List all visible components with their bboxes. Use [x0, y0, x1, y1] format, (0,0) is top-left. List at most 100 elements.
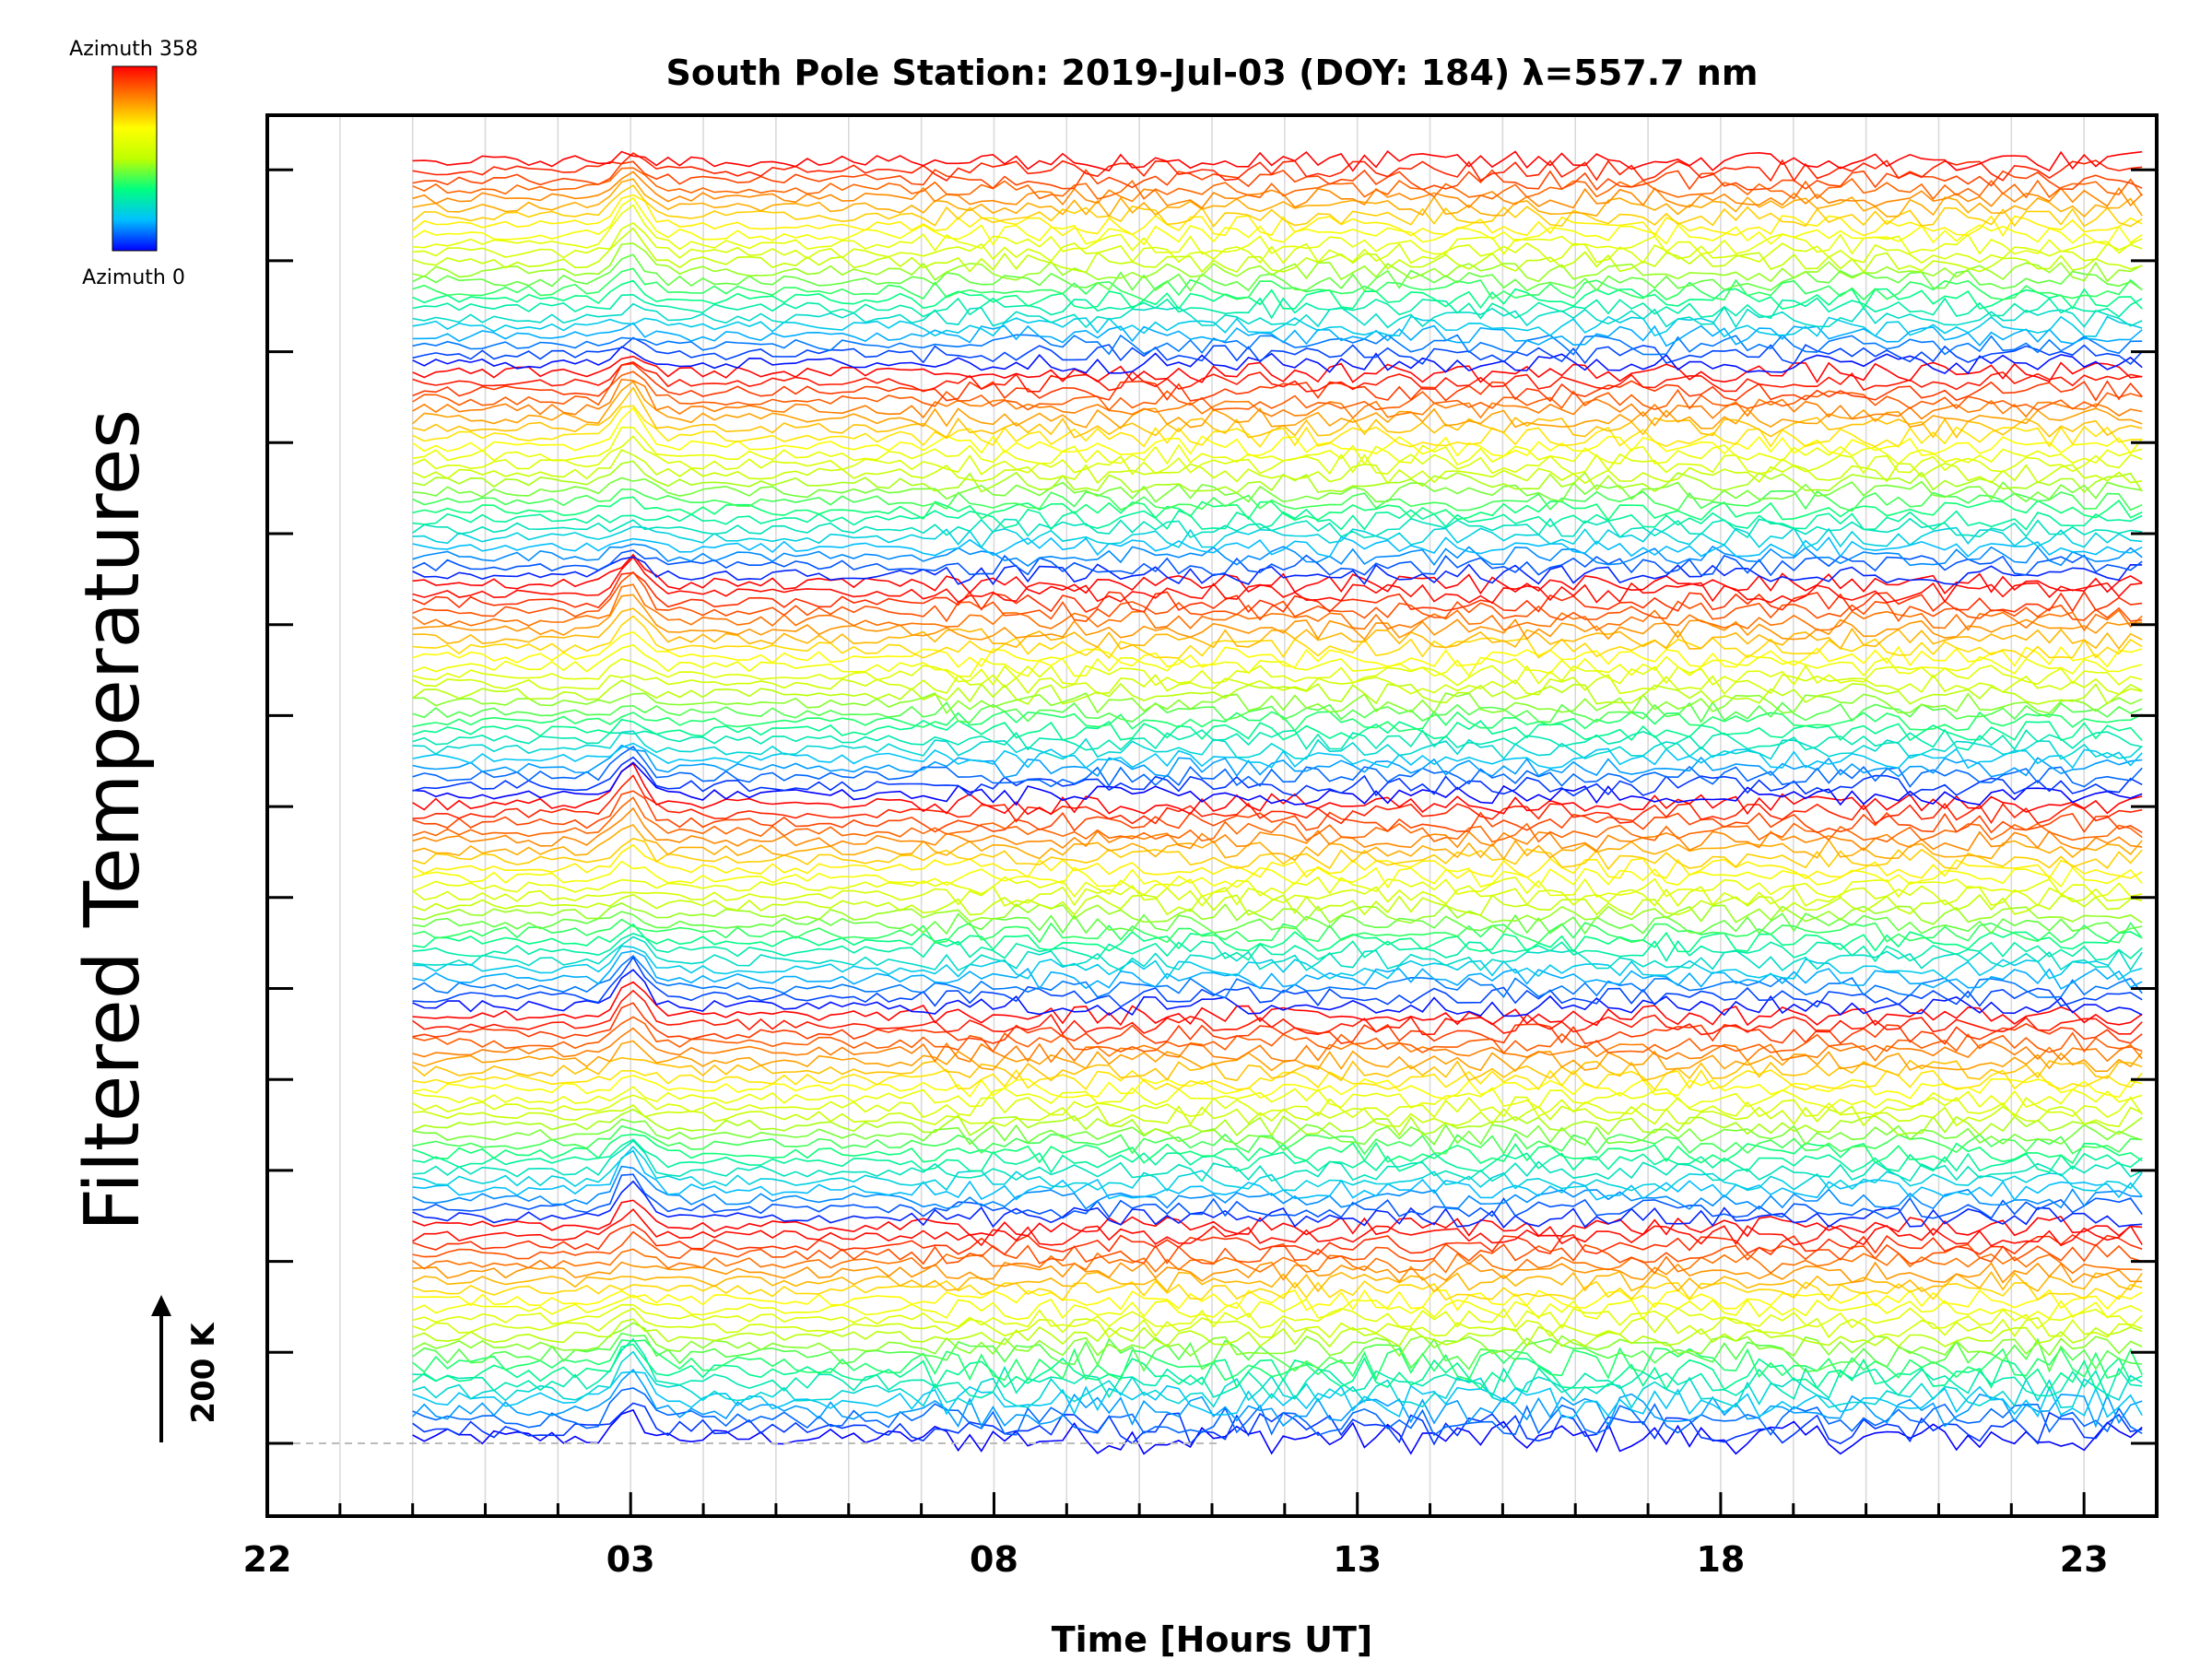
- temperature-trace: [412, 160, 2143, 192]
- temperature-trace: [412, 1139, 2143, 1182]
- temperature-trace: [412, 460, 2143, 494]
- temperature-trace: [412, 449, 2143, 485]
- temperature-trace: [412, 744, 2143, 779]
- temperature-trace: [412, 837, 2143, 871]
- temperature-trace: [412, 1138, 2143, 1174]
- temperature-trace: [412, 386, 2143, 439]
- x-tick-label: 03: [606, 1539, 655, 1580]
- temperature-trace: [412, 227, 2143, 274]
- temperature-trace: [412, 583, 2143, 632]
- temperature-trace: [412, 1040, 2143, 1073]
- temperature-trace: [412, 517, 2143, 539]
- temperature-trace: [412, 989, 2143, 1036]
- temperature-trace: [412, 1332, 2143, 1373]
- temperature-trace: [412, 1207, 2143, 1247]
- temperature-trace: [412, 643, 2143, 677]
- temperature-trace: [412, 956, 2143, 1008]
- temperature-trace: [412, 955, 2143, 999]
- temperature-trace: [412, 508, 2143, 531]
- temperature-trace: [412, 362, 2143, 403]
- chart-title: South Pole Station: 2019-Jul-03 (DOY: 18…: [666, 53, 1759, 93]
- temperature-trace: [412, 1104, 2143, 1128]
- x-tick-label: 18: [1696, 1539, 1745, 1580]
- temperature-trace: [412, 178, 2143, 218]
- temperature-trace: [412, 549, 2143, 577]
- temperature-trace: [412, 1294, 2143, 1321]
- temperature-trace: [412, 949, 2143, 991]
- temperature-trace: [412, 893, 2143, 916]
- temperature-trace: [412, 1108, 2143, 1137]
- temperature-trace: [412, 242, 2143, 283]
- temperature-trace: [412, 336, 2143, 366]
- temperature-trace: [412, 876, 2143, 899]
- temperature-trace: [412, 1199, 2143, 1238]
- temperature-trace: [412, 1056, 2143, 1082]
- temperature-trace: [412, 1288, 2143, 1312]
- temperature-trace: [412, 1248, 2143, 1275]
- temperature-trace: [412, 302, 2143, 329]
- temperature-trace: [412, 746, 2143, 788]
- temperature-trace: [412, 371, 2143, 412]
- temperature-trace: [412, 615, 2143, 660]
- temperature-trace: [412, 1279, 2143, 1302]
- y-axis-label: Filtered Temperatures: [69, 409, 157, 1231]
- temperature-trace: [412, 885, 2143, 908]
- temperature-trace: [412, 774, 2143, 825]
- colorbar-bottom-label: Azimuth 0: [82, 266, 185, 289]
- temperature-trace: [412, 571, 2143, 623]
- temperature-trace: [412, 806, 2143, 853]
- temperature-trace: [412, 1133, 2143, 1165]
- temperature-trace: [412, 1173, 2143, 1219]
- temperature-trace: [412, 1261, 2143, 1284]
- temperature-trace: [412, 911, 2143, 935]
- temperature-trace: [412, 525, 2143, 549]
- temperature-trace: [412, 692, 2143, 715]
- temperature-trace: [412, 945, 2143, 981]
- temperature-trace: [412, 279, 2143, 311]
- temperature-trace: [412, 1002, 2143, 1045]
- temperature-trace: [412, 674, 2143, 696]
- temperature-trace: [412, 1027, 2143, 1064]
- temperature-trace: [412, 824, 2143, 862]
- temperature-trace: [412, 1303, 2143, 1330]
- temperature-trace: [412, 1307, 2143, 1339]
- temperature-trace: [412, 194, 2143, 238]
- temperature-trace: [412, 553, 2143, 595]
- temperature-trace: [412, 253, 2143, 292]
- temperature-trace: [412, 322, 2143, 347]
- temperature-trace: [412, 923, 2143, 953]
- temperature-trace: [412, 535, 2143, 559]
- temperature-trace: [412, 355, 2143, 384]
- temperature-trace: [412, 1094, 2143, 1119]
- temperature-trace: [412, 1223, 2143, 1256]
- temperature-trace: [412, 718, 2143, 742]
- temperature-trace: [412, 1086, 2143, 1110]
- x-tick-label: 22: [243, 1539, 292, 1580]
- temperature-trace: [412, 405, 2143, 448]
- temperature-trace: [412, 1408, 2143, 1455]
- traces: [412, 150, 2143, 1455]
- temperature-trace: [412, 981, 2143, 1027]
- temperature-trace: [412, 790, 2143, 834]
- temperature-trace: [412, 762, 2143, 816]
- temperature-trace: [412, 1230, 2143, 1265]
- temperature-trace: [412, 1068, 2143, 1091]
- temperature-trace: [412, 426, 2143, 466]
- temperature-trace: [412, 1146, 2143, 1193]
- temperature-trace: [412, 150, 2143, 172]
- temperature-trace: [412, 843, 2143, 880]
- scale-bar-label: 200 K: [185, 1322, 222, 1424]
- temperature-trace: [412, 1165, 2143, 1210]
- temperature-trace: [412, 594, 2143, 641]
- temperature-trace: [412, 1124, 2143, 1156]
- temperature-trace: [412, 477, 2143, 503]
- x-tick-labels: 22 03 08 13 18 23: [243, 1539, 2109, 1580]
- temperature-trace: [412, 1350, 2143, 1409]
- temperature-trace: [412, 1318, 2143, 1348]
- colorbar-top-label: Azimuth 358: [69, 38, 198, 61]
- temperature-trace: [412, 435, 2143, 476]
- temperature-trace: [412, 730, 2143, 760]
- temperature-trace: [412, 556, 2143, 605]
- temperature-trace: [412, 196, 2143, 246]
